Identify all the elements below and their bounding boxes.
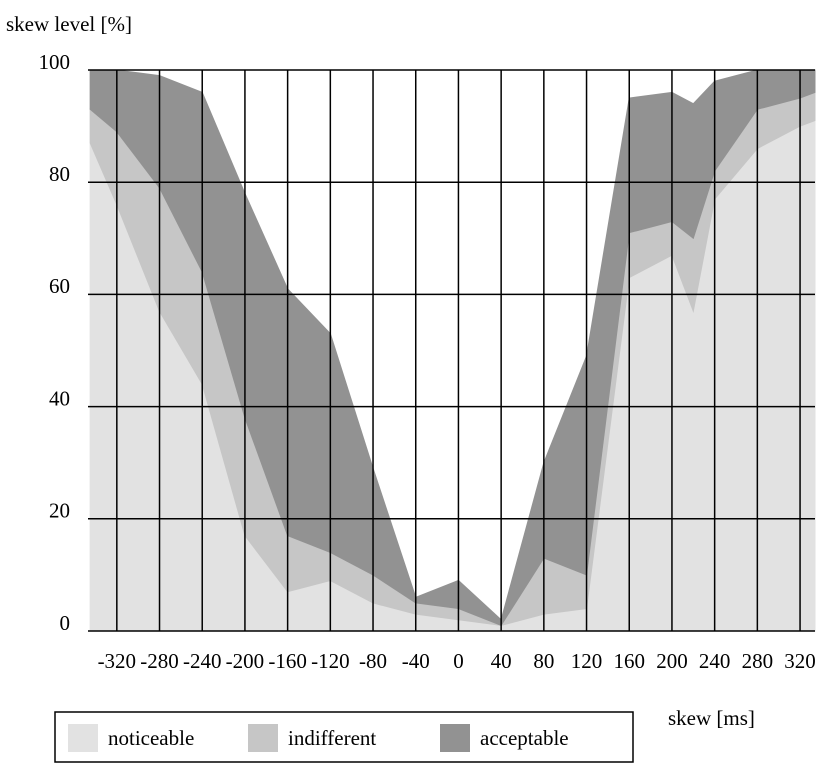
x-tick-label: 240 xyxy=(699,649,731,673)
y-tick-label: 80 xyxy=(49,162,70,186)
y-axis-label: skew level [%] xyxy=(6,12,132,36)
legend-label: indifferent xyxy=(288,726,376,750)
x-axis-label: skew [ms] xyxy=(668,706,755,730)
x-tick-label: 200 xyxy=(656,649,688,673)
x-tick-label: 80 xyxy=(533,649,554,673)
x-tick-label: 0 xyxy=(453,649,464,673)
y-tick-label: 100 xyxy=(39,50,71,74)
y-tick-label: 60 xyxy=(49,274,70,298)
x-tick-label: -80 xyxy=(359,649,387,673)
x-tick-label: 40 xyxy=(491,649,512,673)
x-tick-label: 280 xyxy=(742,649,774,673)
legend-box xyxy=(54,711,634,763)
legend-swatch xyxy=(68,724,98,752)
legend-label: noticeable xyxy=(108,726,194,750)
x-tick-label: 120 xyxy=(571,649,603,673)
y-tick-label: 40 xyxy=(49,386,70,410)
legend-swatch xyxy=(440,724,470,752)
legend-swatch xyxy=(248,724,278,752)
legend-label: acceptable xyxy=(480,726,569,750)
x-tick-label: -320 xyxy=(98,649,137,673)
x-tick-label: -200 xyxy=(226,649,265,673)
x-tick-label: -280 xyxy=(140,649,179,673)
x-tick-label: -160 xyxy=(268,649,307,673)
x-tick-label: -120 xyxy=(311,649,350,673)
y-tick-label: 20 xyxy=(49,499,70,523)
x-tick-label: -240 xyxy=(183,649,222,673)
x-tick-label: -40 xyxy=(402,649,430,673)
x-tick-label: 160 xyxy=(613,649,645,673)
x-tick-label: 320 xyxy=(784,649,816,673)
y-tick-label: 0 xyxy=(60,611,71,635)
area xyxy=(89,69,816,627)
